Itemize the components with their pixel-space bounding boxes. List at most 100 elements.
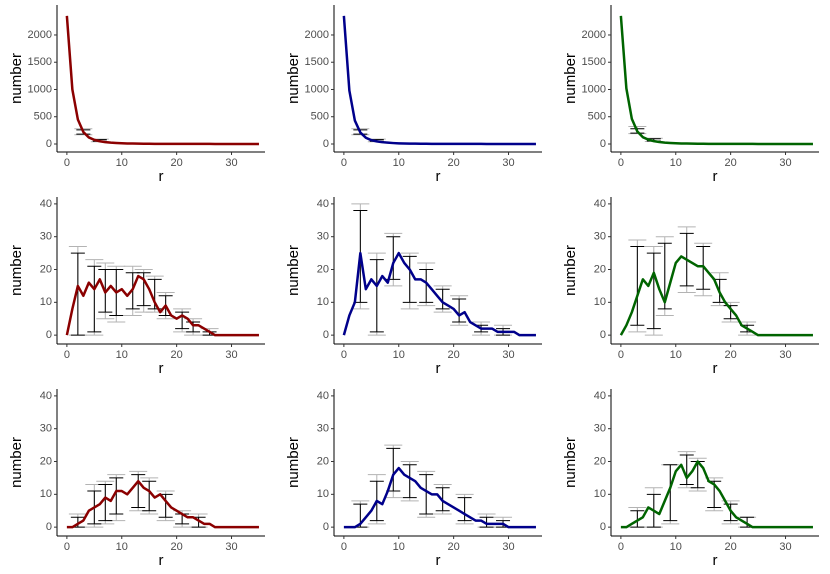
y-axis-title: number: [562, 53, 579, 104]
error-bar: [402, 255, 417, 303]
y-axis-title: number: [285, 53, 302, 104]
error-bar: [646, 252, 661, 330]
y-tick-label: 2000: [305, 29, 329, 41]
y-tick-label: 10: [594, 296, 606, 308]
y-tick-label: 30: [594, 231, 606, 243]
series-line: [343, 466, 536, 529]
x-tick-label: 10: [116, 349, 128, 361]
y-tick-label: 0: [323, 138, 329, 150]
x-tick-label: 30: [779, 541, 791, 553]
x-axis-title: r: [436, 552, 441, 569]
y-tick-label: 10: [317, 296, 329, 308]
series-line: [619, 15, 813, 146]
panel: 0 10 20 30 40 0 10 20 30 r number: [285, 389, 542, 569]
series-line: [66, 479, 259, 529]
y-tick-label: 0: [46, 138, 52, 150]
panel: 0 10 20 30 40 0 10 20 30 r number: [562, 197, 819, 377]
x-tick-label: 20: [725, 541, 737, 553]
x-axis-title: r: [436, 168, 441, 185]
y-tick-label: 30: [594, 423, 606, 435]
y-tick-label: 20: [40, 263, 52, 275]
y-tick-label: 40: [594, 390, 606, 402]
y-tick-label: 1500: [582, 56, 606, 68]
error-bar: [402, 464, 417, 499]
y-tick-label: 10: [594, 488, 606, 500]
x-axis-title: r: [713, 168, 718, 185]
y-tick-label: 0: [323, 329, 329, 341]
x-tick-label: 30: [779, 157, 791, 169]
panel: 0 500 1000 1500 2000 0 10 20 30 r number: [285, 5, 542, 185]
x-tick-label: 20: [725, 157, 737, 169]
x-axis-title: r: [713, 552, 718, 569]
series-line: [65, 15, 259, 146]
y-axis-title: number: [285, 437, 302, 488]
y-tick-label: 1000: [582, 83, 606, 95]
y-tick-label: 10: [40, 488, 52, 500]
y-axis-title: number: [562, 245, 579, 296]
y-tick-label: 40: [40, 198, 52, 210]
x-tick-label: 20: [171, 157, 183, 169]
panel: 0 10 20 30 40 0 10 20 30 r number: [562, 389, 819, 569]
x-tick-label: 0: [64, 157, 70, 169]
x-tick-label: 0: [341, 541, 347, 553]
error-bar: [419, 269, 434, 303]
x-axis-title: r: [159, 360, 164, 377]
panel: 0 500 1000 1500 2000 0 10 20 30 r number: [562, 5, 819, 185]
x-tick-label: 30: [502, 541, 514, 553]
error-bar: [142, 480, 157, 512]
error-bar: [630, 510, 645, 528]
y-tick-label: 40: [40, 390, 52, 402]
x-tick-label: 10: [116, 541, 128, 553]
y-tick-label: 20: [594, 455, 606, 467]
x-tick-label: 0: [341, 349, 347, 361]
y-tick-label: 10: [317, 488, 329, 500]
error-bar: [87, 265, 102, 333]
y-tick-label: 500: [588, 111, 606, 123]
y-tick-label: 20: [317, 263, 329, 275]
y-tick-label: 1500: [28, 56, 52, 68]
y-tick-label: 10: [40, 296, 52, 308]
y-tick-label: 1500: [305, 56, 329, 68]
x-axis-title: r: [159, 552, 164, 569]
x-tick-label: 10: [670, 157, 682, 169]
y-tick-label: 1000: [28, 83, 52, 95]
y-tick-label: 20: [40, 455, 52, 467]
panel: 0 10 20 30 40 0 10 20 30 r number: [8, 389, 265, 569]
x-tick-label: 30: [225, 157, 237, 169]
error-bar: [479, 516, 494, 528]
y-tick-label: 0: [600, 138, 606, 150]
x-tick-label: 30: [225, 349, 237, 361]
x-tick-label: 20: [448, 157, 460, 169]
error-bar: [630, 246, 645, 326]
y-tick-label: 30: [317, 231, 329, 243]
y-tick-label: 1000: [305, 83, 329, 95]
x-tick-label: 10: [393, 349, 405, 361]
x-tick-label: 20: [448, 541, 460, 553]
y-tick-label: 30: [40, 423, 52, 435]
y-axis-title: number: [8, 245, 25, 296]
error-bar: [679, 454, 694, 485]
error-bar: [452, 298, 467, 323]
x-tick-label: 0: [618, 157, 624, 169]
x-tick-label: 0: [618, 349, 624, 361]
error-bar: [131, 474, 146, 508]
x-tick-label: 20: [171, 541, 183, 553]
x-axis-title: r: [436, 360, 441, 377]
x-tick-label: 0: [64, 349, 70, 361]
y-tick-label: 0: [323, 521, 329, 533]
series-line: [65, 274, 259, 337]
x-tick-label: 10: [670, 541, 682, 553]
y-tick-label: 2000: [28, 29, 52, 41]
error-bar: [70, 252, 85, 336]
series-line: [342, 251, 536, 337]
panel: 0 10 20 30 40 0 10 20 30 r number: [285, 197, 542, 377]
error-bar: [457, 497, 472, 522]
y-tick-label: 2000: [582, 29, 606, 41]
series-line: [342, 15, 536, 146]
x-tick-label: 20: [171, 349, 183, 361]
y-tick-label: 20: [317, 455, 329, 467]
y-tick-label: 0: [600, 521, 606, 533]
y-tick-label: 0: [46, 329, 52, 341]
y-tick-label: 0: [46, 521, 52, 533]
